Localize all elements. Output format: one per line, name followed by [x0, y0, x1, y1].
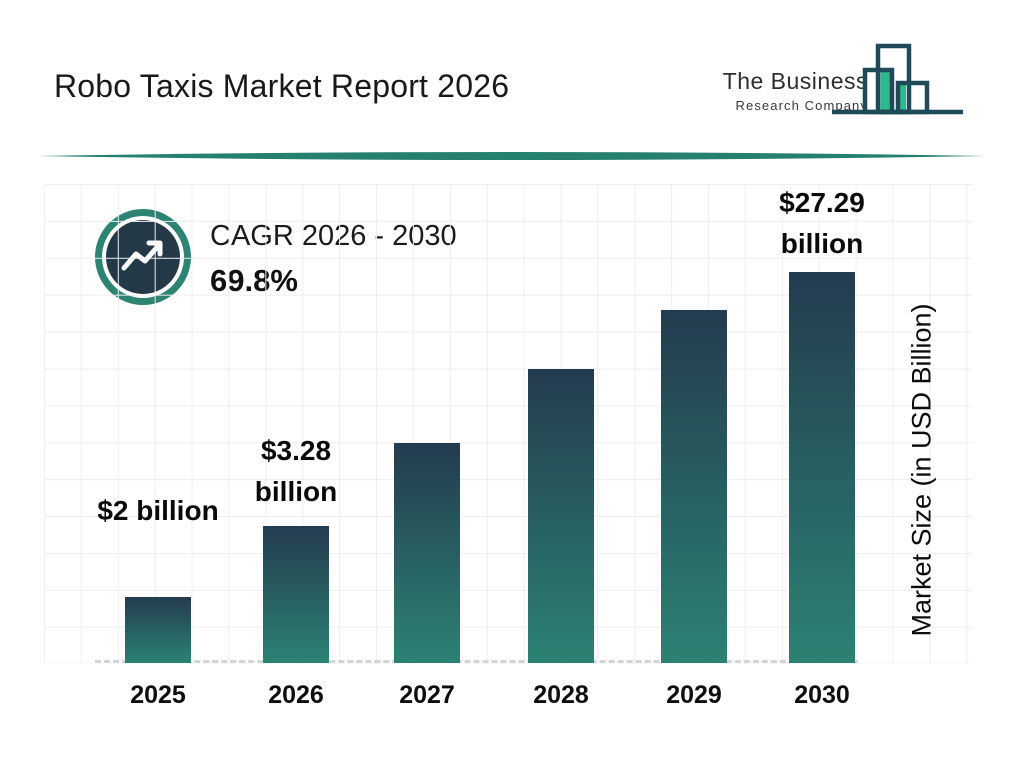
bar-2028: [528, 369, 594, 663]
bar-2025: [125, 597, 191, 663]
bar-2030: [789, 272, 855, 663]
x-tick-label-2025: 2025: [130, 681, 186, 709]
page-title: Robo Taxis Market Report 2026: [54, 68, 510, 104]
bar-2027: [394, 443, 460, 663]
x-tick-label-2029: 2029: [666, 681, 722, 709]
value-label-2026: $3.28 billion: [254, 435, 338, 507]
x-tick-label-2026: 2026: [268, 681, 324, 709]
logo-company-name: The Business: [722, 68, 868, 94]
x-axis-baseline: [95, 660, 858, 663]
logo-company-subtitle: Research Company: [735, 98, 868, 113]
divider-lens: [38, 152, 986, 160]
x-tick-label-2030: 2030: [794, 681, 850, 709]
value-label-2025: $2 billion: [97, 495, 219, 526]
x-tick-label-2028: 2028: [533, 681, 589, 709]
x-tick-label-2027: 2027: [399, 681, 455, 709]
bar-chart-logo-icon: [832, 43, 963, 115]
bar-2026: [263, 526, 329, 663]
value-label-2030: $27.29 billion: [779, 187, 865, 259]
y-axis-label: Market Size (in USD Billion): [906, 303, 937, 637]
bar-2029: [661, 310, 727, 663]
logo-text: The Business Research Company: [700, 68, 868, 113]
